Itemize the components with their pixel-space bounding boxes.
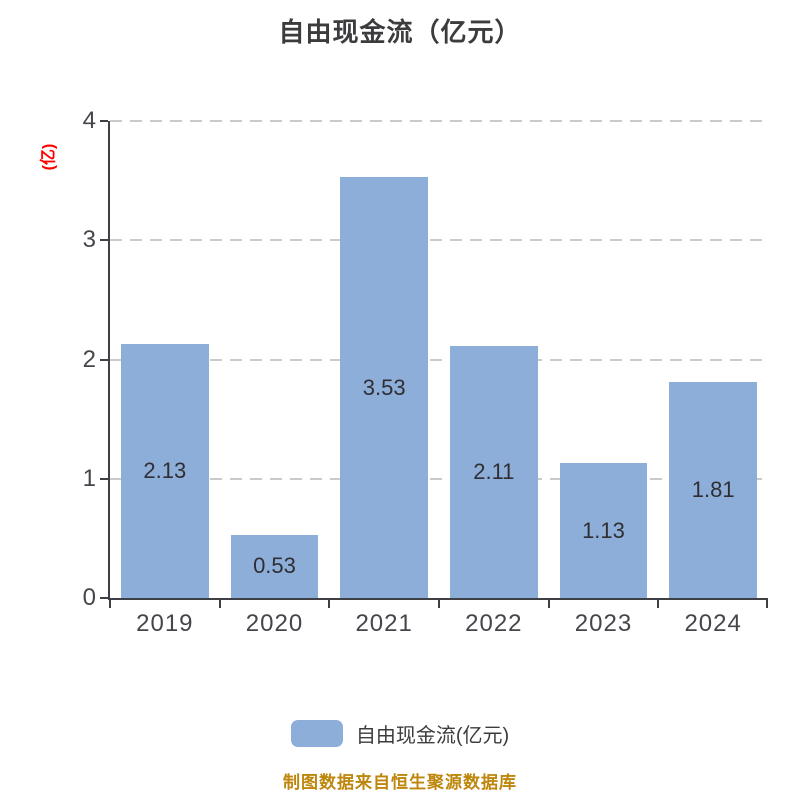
gridline-y1	[110, 477, 768, 480]
bar-2019: 2.13	[120, 344, 209, 598]
y-tick-label-0: 0	[82, 584, 96, 611]
y-axis-tick-2	[100, 358, 108, 361]
x-tick-label-2020: 2020	[245, 610, 304, 637]
gridline-y4	[110, 120, 768, 122]
x-axis-tick-0	[109, 600, 111, 608]
x-tick-label-2019: 2019	[136, 610, 194, 637]
bar-2020: 0.53	[230, 534, 319, 598]
bar-2021: 3.53	[340, 177, 429, 598]
gridline-y2	[110, 358, 768, 361]
plot-area: 0 1 2 3 4 2.13 2019 0.53 2020 3.53 2021 2.11 2022 1.1…	[83, 107, 768, 637]
y-axis-tick-3	[100, 239, 108, 242]
x-axis-tick-5	[657, 600, 660, 608]
x-axis-tick-3	[438, 600, 440, 608]
y-tick-label-1: 1	[82, 464, 96, 492]
data-source-note: 制图数据来自恒生聚源数据库	[283, 773, 517, 792]
y-axis-unit-label: (亿)	[14, 126, 78, 188]
x-axis-tick-6	[766, 600, 768, 608]
legend: 自由现金流(亿元)	[0, 719, 800, 748]
x-axis-tick-4	[547, 600, 550, 608]
bar-2024: 1.81	[669, 382, 758, 598]
bar-2022: 2.11	[449, 346, 538, 598]
y-axis-tick-0	[100, 597, 108, 599]
y-tick-label-3: 3	[82, 226, 96, 254]
x-axis-tick-1	[218, 600, 221, 608]
bar-value-label-2024: 1.81	[691, 477, 735, 503]
legend-label: 自由现金流(亿元)	[355, 725, 510, 747]
bar-value-label-2019: 2.13	[143, 458, 187, 483]
legend-swatch	[290, 720, 343, 747]
bar-value-label-2021: 3.53	[362, 374, 406, 400]
y-axis-tick-1	[100, 477, 108, 480]
bar-value-label-2023: 1.13	[582, 517, 625, 543]
x-axis-tick-2	[328, 600, 331, 608]
bar-value-label-2022: 2.11	[473, 459, 515, 485]
x-tick-label-2022: 2022	[465, 610, 523, 637]
bar-2023: 1.13	[559, 463, 648, 598]
chart-title: 自由现金流（亿元）	[278, 17, 522, 47]
x-tick-label-2023: 2023	[574, 610, 633, 637]
y-axis-unit-text: (亿)	[39, 143, 57, 171]
x-tick-label-2024: 2024	[684, 610, 742, 637]
y-tick-label-2: 2	[82, 345, 96, 373]
y-axis-tick-4	[100, 120, 108, 122]
bar-value-label-2020: 0.53	[253, 553, 296, 579]
x-tick-label-2021: 2021	[355, 610, 413, 637]
gridline-y3	[110, 239, 768, 242]
y-tick-label-4: 4	[82, 107, 96, 134]
